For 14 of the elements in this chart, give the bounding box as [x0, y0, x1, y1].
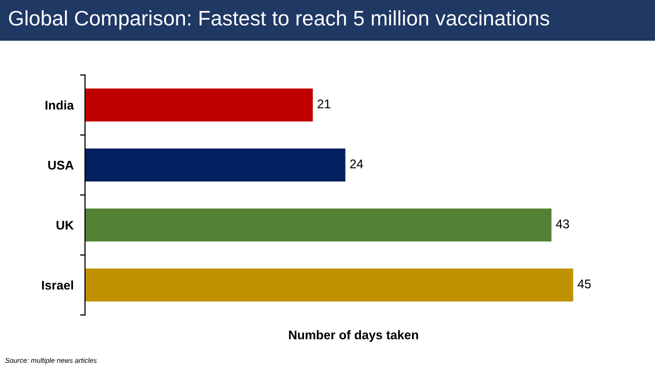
chart-title: Global Comparison: Fastest to reach 5 million vaccinations — [9, 10, 550, 30]
bar — [85, 268, 574, 302]
data-label: 43 — [556, 220, 570, 228]
x-axis-title: Number of days taken — [289, 330, 418, 342]
y-tick-label: UK — [56, 220, 74, 230]
y-tick-label: India — [46, 100, 74, 110]
data-label: 21 — [318, 100, 330, 108]
bar — [85, 88, 313, 122]
bar — [85, 208, 552, 242]
data-label: 24 — [350, 160, 364, 168]
data-label: 45 — [578, 280, 591, 288]
y-tick-label: USA — [48, 160, 74, 170]
y-tick-label: Israel — [42, 280, 74, 290]
bar — [85, 148, 346, 182]
